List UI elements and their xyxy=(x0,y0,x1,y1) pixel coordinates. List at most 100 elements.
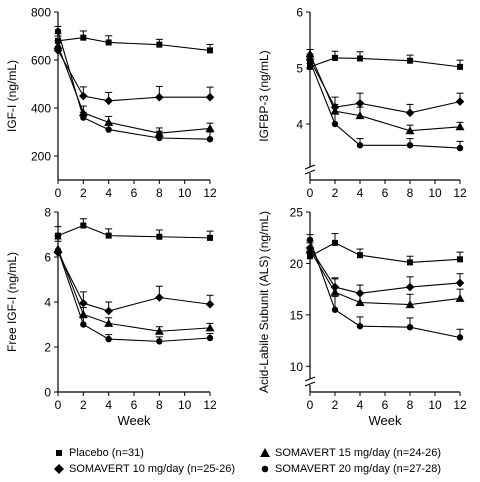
data-point xyxy=(332,54,338,61)
data-point xyxy=(305,49,315,58)
x-tick-label: 2 xyxy=(80,398,87,412)
data-point xyxy=(455,293,465,302)
data-point xyxy=(80,222,87,229)
data-point xyxy=(356,142,364,149)
y-tick-label: 6 xyxy=(296,6,303,20)
y-tick-label: 200 xyxy=(31,150,51,164)
x-tick-label: 6 xyxy=(382,398,389,412)
data-point xyxy=(405,300,415,309)
data-point xyxy=(105,39,112,46)
data-point xyxy=(406,324,414,331)
x-tick-label: 6 xyxy=(382,186,389,200)
x-tick-label: 4 xyxy=(357,186,364,200)
data-point xyxy=(54,28,62,35)
data-point xyxy=(306,236,314,243)
diamond-series xyxy=(53,40,215,106)
x-tick-label: 12 xyxy=(203,186,217,200)
circle-series xyxy=(54,25,214,143)
data-point xyxy=(331,120,339,128)
data-point xyxy=(332,239,338,246)
data-point xyxy=(205,123,215,132)
axis-break-mark xyxy=(304,169,316,175)
data-point xyxy=(306,58,314,65)
circle-series xyxy=(306,56,464,152)
triangle-series xyxy=(53,235,215,335)
y-tick-label: 6 xyxy=(44,251,51,265)
axis-break-gap xyxy=(305,167,315,173)
axis-break-mark xyxy=(304,381,316,387)
data-point xyxy=(406,142,414,149)
x-axis-label: Week xyxy=(118,413,151,428)
data-point xyxy=(104,318,114,327)
data-point xyxy=(155,92,164,102)
x-tick-label: 0 xyxy=(55,186,62,200)
data-point xyxy=(53,41,63,50)
x-tick-label: 0 xyxy=(55,398,62,412)
square-series xyxy=(306,233,464,266)
series-line xyxy=(57,50,210,102)
y-axis-label: IGF-I (ng/mL) xyxy=(5,60,19,132)
axis-break-mark xyxy=(304,376,316,382)
data-point xyxy=(205,299,215,309)
y-tick-label: 8 xyxy=(44,206,51,220)
axis-break-gap xyxy=(305,379,315,385)
data-point xyxy=(54,247,62,254)
data-point xyxy=(355,298,365,307)
chart-panel-igf-i: 0 2 4 6 8 10 12 200 400 600 800 IGF-I (ng/mL) xyxy=(5,6,217,201)
chart-panel-igfbp-3: 0 2 4 6 8 10 12 4 5 6 IGFBP-3 (ng/mL) xyxy=(257,6,467,201)
data-point xyxy=(80,114,87,121)
series-line xyxy=(57,45,211,134)
diamond-series xyxy=(53,240,215,316)
x-tick-label: 8 xyxy=(407,186,414,200)
data-point xyxy=(104,306,113,316)
data-point xyxy=(330,287,340,296)
data-point xyxy=(205,323,215,332)
data-point xyxy=(206,334,214,342)
circle-series xyxy=(54,238,214,345)
data-point xyxy=(457,63,463,70)
y-axis-label: Free IGF-I (ng/mL) xyxy=(5,252,19,352)
square-series xyxy=(54,30,214,54)
x-tick-label: 0 xyxy=(307,186,314,200)
x-tick-label: 6 xyxy=(131,186,138,200)
data-point xyxy=(156,41,163,48)
axis-break-mark xyxy=(304,164,316,170)
y-tick-label: 2 xyxy=(44,341,51,355)
x-tick-label: 2 xyxy=(332,398,339,412)
data-point xyxy=(357,252,363,259)
data-point xyxy=(457,256,463,263)
data-point xyxy=(331,306,339,313)
y-tick-label: 0 xyxy=(44,386,51,400)
square-series xyxy=(306,50,464,70)
data-point xyxy=(357,55,363,62)
diamond-series xyxy=(305,53,465,118)
data-point xyxy=(455,278,465,288)
y-tick-label: 600 xyxy=(31,54,51,68)
y-axis-label: Acid-Labile Subunit (ALS) (ng/mL) xyxy=(257,211,271,393)
y-tick-label: 400 xyxy=(31,102,51,116)
data-point xyxy=(305,245,315,254)
x-tick-label: 10 xyxy=(428,186,442,200)
data-point xyxy=(455,97,465,106)
x-tick-label: 12 xyxy=(203,398,217,412)
x-tick-label: 4 xyxy=(105,186,112,200)
x-tick-label: 12 xyxy=(453,398,467,412)
data-point xyxy=(78,309,88,318)
x-tick-label: 10 xyxy=(178,398,192,412)
x-tick-label: 12 xyxy=(453,186,467,200)
x-tick-label: 10 xyxy=(428,398,442,412)
data-point xyxy=(455,122,465,131)
data-point xyxy=(207,234,213,241)
y-tick-label: 4 xyxy=(44,296,51,310)
data-point xyxy=(80,34,87,41)
y-tick-label: 20 xyxy=(290,257,304,271)
data-point xyxy=(407,259,413,266)
series-line xyxy=(57,248,211,332)
y-tick-label: 25 xyxy=(290,206,304,220)
data-point xyxy=(79,298,88,308)
x-tick-label: 4 xyxy=(357,398,364,412)
diamond-series xyxy=(305,240,465,298)
y-axis-label: IGFBP-3 (ng/mL) xyxy=(257,50,271,141)
data-point xyxy=(405,282,415,292)
